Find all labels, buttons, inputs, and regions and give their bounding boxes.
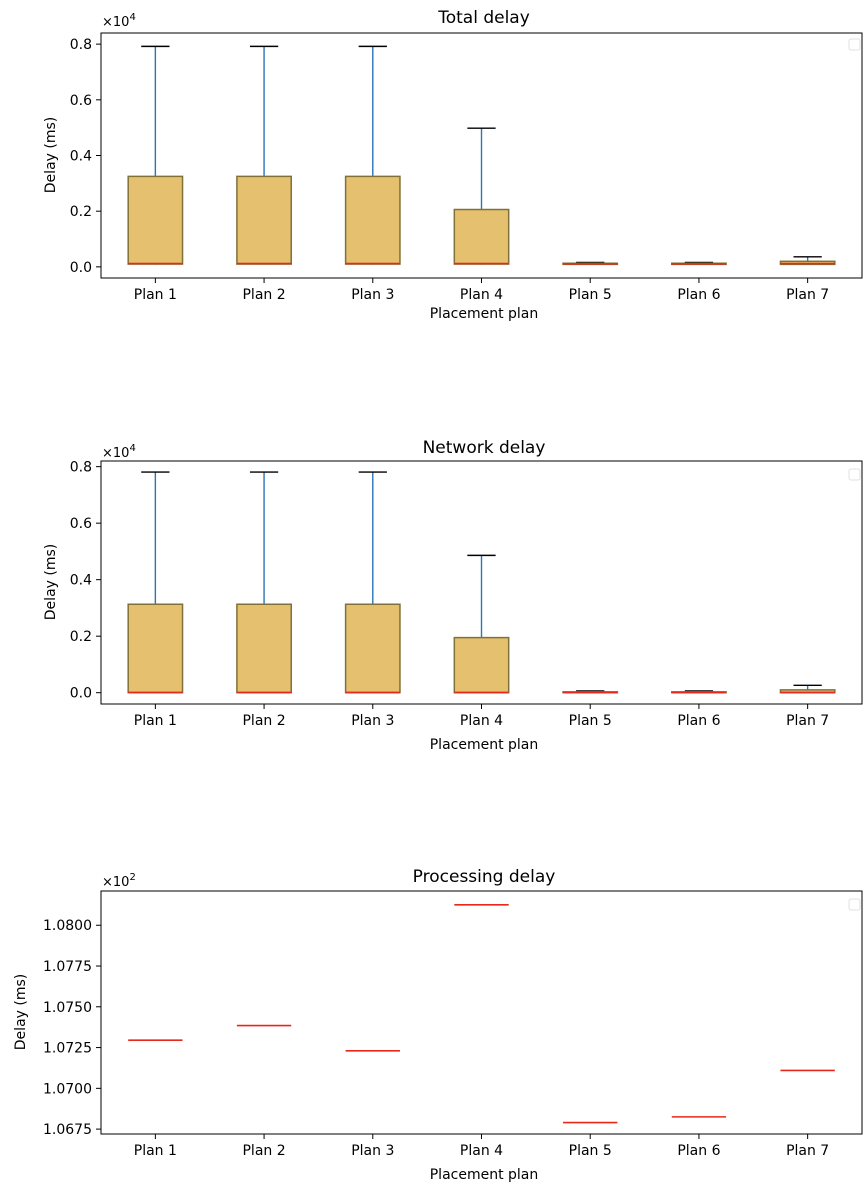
chart-total-delay: Total delay Delay (ms) Placement plan ×1… xyxy=(43,8,863,322)
y-axis-multiplier: ×104 xyxy=(102,443,136,461)
y-tick-label: 0.4 xyxy=(70,573,92,589)
box-plot xyxy=(453,127,510,265)
box xyxy=(127,603,184,694)
x-tick-label: Plan 6 xyxy=(677,1143,720,1159)
box-plot xyxy=(127,471,184,694)
x-tick-label: Plan 7 xyxy=(786,1143,829,1159)
box-plot xyxy=(344,471,401,694)
y-tick-label: 0.2 xyxy=(70,204,92,220)
y-tick-label: 1.0750 xyxy=(43,1000,92,1016)
box xyxy=(236,175,292,265)
box xyxy=(236,603,292,694)
y-axis-label: Delay (ms) xyxy=(43,544,59,620)
box xyxy=(453,636,510,694)
x-tick-label: Plan 7 xyxy=(786,713,829,729)
box-plot xyxy=(671,261,727,266)
y-tick-label: 0.0 xyxy=(70,260,92,276)
x-tick-label: Plan 4 xyxy=(460,287,503,303)
box xyxy=(344,175,401,265)
x-tick-label: Plan 3 xyxy=(351,287,394,303)
multiplier-exponent: 4 xyxy=(129,443,135,454)
chart-network-delay: Network delay Delay (ms) Placement plan … xyxy=(43,438,863,753)
x-axis-label: Placement plan xyxy=(430,1167,539,1183)
box-plot xyxy=(236,471,292,694)
y-tick-label: 1.0800 xyxy=(43,918,92,934)
chart-processing-delay: Processing delay Delay (ms) Placement pl… xyxy=(13,867,863,1183)
y-axis-multiplier: ×102 xyxy=(102,872,136,890)
y-axis-multiplier: ×104 xyxy=(102,12,136,30)
x-axis-label: Placement plan xyxy=(430,737,539,753)
box xyxy=(127,175,184,265)
multiplier-base: ×10 xyxy=(102,15,129,30)
box-plot xyxy=(779,684,836,694)
box xyxy=(453,208,510,265)
box-plot xyxy=(562,690,619,694)
box-plot xyxy=(562,261,619,266)
multiplier-base: ×10 xyxy=(102,875,129,890)
y-tick-label: 0.4 xyxy=(70,149,92,165)
legend-box xyxy=(848,468,861,481)
x-tick-label: Plan 5 xyxy=(569,1143,612,1159)
box-plot xyxy=(779,256,836,266)
x-tick-label: Plan 3 xyxy=(351,1143,394,1159)
y-tick-label: 1.0725 xyxy=(43,1041,92,1057)
box-plot xyxy=(236,45,292,265)
multiplier-base: ×10 xyxy=(102,446,129,461)
y-tick-label: 1.0675 xyxy=(43,1122,92,1138)
chart-title: Network delay xyxy=(423,438,546,458)
y-tick-label: 0.6 xyxy=(70,516,92,532)
y-tick-label: 0.2 xyxy=(70,629,92,645)
multiplier-exponent: 2 xyxy=(129,872,135,883)
x-tick-label: Plan 3 xyxy=(351,713,394,729)
y-tick-label: 0.8 xyxy=(70,460,92,476)
x-tick-label: Plan 2 xyxy=(242,1143,285,1159)
y-axis-label: Delay (ms) xyxy=(13,974,29,1050)
y-axis-label: Delay (ms) xyxy=(43,117,59,193)
y-tick-label: 0.0 xyxy=(70,686,92,702)
box xyxy=(344,603,401,694)
x-tick-label: Plan 6 xyxy=(677,713,720,729)
box-plot xyxy=(127,45,184,265)
x-tick-label: Plan 7 xyxy=(786,287,829,303)
y-tick-label: 1.0775 xyxy=(43,959,92,975)
y-tick-label: 0.6 xyxy=(70,93,92,109)
x-tick-label: Plan 5 xyxy=(569,287,612,303)
x-tick-label: Plan 5 xyxy=(569,713,612,729)
chart-title: Processing delay xyxy=(413,867,556,887)
legend-box xyxy=(848,898,861,911)
x-tick-label: Plan 1 xyxy=(134,713,177,729)
x-tick-label: Plan 6 xyxy=(677,287,720,303)
x-tick-label: Plan 4 xyxy=(460,713,503,729)
multiplier-exponent: 4 xyxy=(129,12,135,23)
legend-box xyxy=(848,38,861,51)
box-plot xyxy=(344,45,401,265)
x-tick-label: Plan 4 xyxy=(460,1143,503,1159)
box-plot xyxy=(671,690,727,694)
x-tick-label: Plan 2 xyxy=(242,713,285,729)
x-tick-label: Plan 2 xyxy=(242,287,285,303)
y-tick-label: 1.0700 xyxy=(43,1081,92,1097)
plot-frame xyxy=(100,890,863,1135)
chart-title: Total delay xyxy=(437,8,530,28)
x-tick-label: Plan 1 xyxy=(134,287,177,303)
x-tick-label: Plan 1 xyxy=(134,1143,177,1159)
y-tick-label: 0.8 xyxy=(70,37,92,53)
box-plot xyxy=(453,554,510,694)
x-axis-label: Placement plan xyxy=(430,306,539,322)
